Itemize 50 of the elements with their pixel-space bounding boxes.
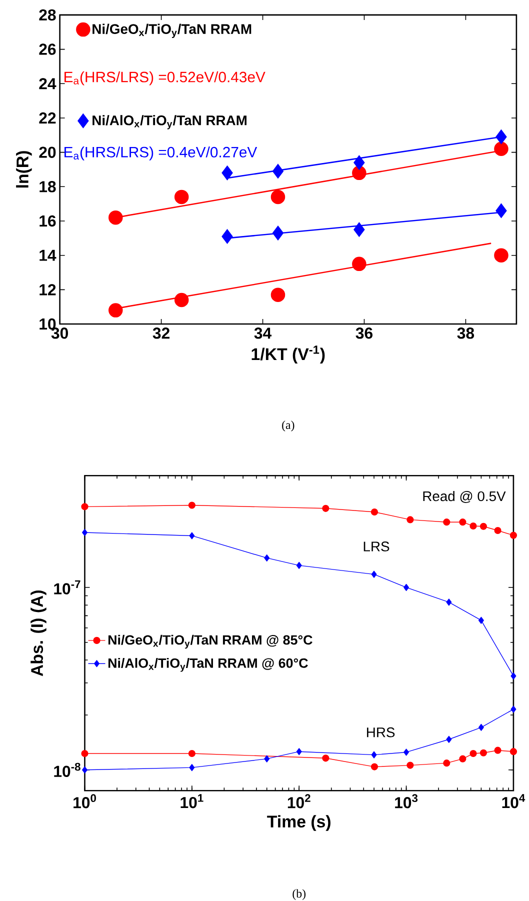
y-tick-label: 22 — [39, 112, 56, 124]
text: (a) — [282, 420, 294, 432]
point — [496, 204, 507, 218]
x-tick-label: 10$^{1}$ — [180, 794, 204, 808]
annotation: LRS — [364, 542, 390, 552]
y-tick-label: 14 — [40, 250, 56, 261]
x-tick-label: 30 — [51, 328, 68, 339]
y-tick-label: 24 — [39, 78, 56, 90]
point — [222, 229, 233, 244]
annotation: E$_{a}$(HRS/LRS) =0.52eV/0.43eV — [64, 71, 266, 86]
legend-label: Ni/AlO$_{x}$/TiO$_{y}$/TaN RRAM @ 60°C — [108, 658, 308, 672]
y-tick-label: 16 — [40, 215, 56, 227]
point — [354, 222, 365, 237]
x-tick-label: 10$^{2}$ — [288, 794, 310, 808]
x-tick-label: 10$^{0}$ — [74, 794, 96, 808]
annotation: HRS — [367, 727, 395, 738]
point — [354, 155, 365, 170]
point — [496, 130, 507, 144]
point — [174, 190, 189, 204]
y-tick-label: 18 — [40, 181, 56, 192]
point — [108, 210, 123, 225]
y-axis-title: ln(R) — [16, 151, 32, 188]
point — [270, 288, 286, 302]
legend-label: Ni/GeO$_{x}$/TiO$_{y}$/TaN RRAM @ 85°C — [108, 634, 312, 649]
y-tick-label: 10$^{-7}$ — [54, 580, 80, 594]
x-tick-label: 36 — [356, 328, 373, 339]
legend-label: Ni/AlO$_{x}$/TiO$_{y}$/TaN RRAM — [92, 115, 247, 130]
x-tick-label: 10$^{4}$ — [502, 794, 526, 808]
annotation: Read @ 0.5V — [423, 490, 506, 503]
x-axis-title: 1/KT (V$^{-1}$) — [252, 346, 325, 364]
y-tick-label: 12 — [40, 284, 56, 296]
point — [270, 190, 286, 204]
y-tick-label: 10$^{-8}$ — [54, 762, 80, 777]
point — [222, 166, 233, 180]
x-tick-label: 32 — [152, 328, 170, 339]
legend-label: Ni/GeO$_{x}$/TiO$_{y}$/TaN RRAM — [92, 24, 252, 38]
text: (b) — [292, 889, 306, 900]
point — [494, 142, 508, 156]
y-axis-title: Abs. (I) (A) — [30, 590, 46, 676]
y-tick-label: 26 — [39, 44, 56, 55]
y-tick-label: 20 — [39, 146, 56, 158]
point — [108, 303, 123, 318]
x-tick-label: 10$^{3}$ — [395, 794, 418, 808]
y-tick-label: 28 — [39, 9, 56, 21]
annotation: E$_{a}$(HRS/LRS) =0.4eV/0.27eV — [64, 146, 258, 160]
point — [494, 248, 508, 262]
x-tick-label: 38 — [457, 328, 474, 339]
y-tick-label: 10 — [40, 318, 56, 330]
x-tick-label: 34 — [254, 328, 272, 339]
x-axis-title: Time (s) — [267, 815, 330, 831]
